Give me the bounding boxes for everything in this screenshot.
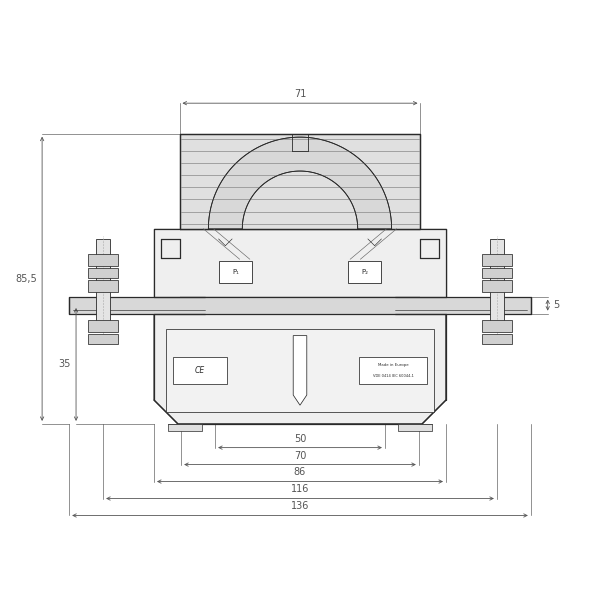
- Text: 85,5: 85,5: [15, 274, 37, 284]
- Bar: [88, 334, 118, 344]
- Text: 50: 50: [294, 434, 306, 443]
- Bar: [69, 296, 531, 314]
- Polygon shape: [154, 229, 446, 296]
- Text: P₁: P₁: [232, 269, 239, 275]
- Bar: [88, 268, 118, 278]
- Polygon shape: [421, 229, 446, 296]
- Bar: [482, 320, 512, 332]
- Text: 5: 5: [553, 300, 559, 310]
- Text: P₂: P₂: [361, 269, 368, 275]
- Text: Made in Europe: Made in Europe: [378, 364, 409, 367]
- Text: 70: 70: [294, 451, 306, 461]
- Bar: [88, 320, 118, 332]
- Bar: [179, 134, 421, 229]
- Text: VDE 0414 IEC 60044-1: VDE 0414 IEC 60044-1: [373, 374, 414, 377]
- Polygon shape: [293, 335, 307, 405]
- Bar: [490, 239, 503, 331]
- Bar: [88, 280, 118, 292]
- Bar: [398, 424, 433, 431]
- Bar: [482, 268, 512, 278]
- Bar: [166, 329, 434, 412]
- Bar: [88, 254, 118, 266]
- Text: 35: 35: [59, 359, 71, 370]
- Polygon shape: [154, 229, 179, 296]
- Bar: [482, 334, 512, 344]
- Polygon shape: [154, 314, 446, 424]
- Bar: [97, 239, 110, 331]
- Bar: [359, 357, 427, 384]
- Text: 86: 86: [294, 467, 306, 478]
- Bar: [167, 424, 202, 431]
- Text: 116: 116: [291, 484, 309, 494]
- Text: 71: 71: [294, 89, 306, 99]
- Bar: [482, 254, 512, 266]
- Bar: [173, 357, 227, 384]
- Polygon shape: [208, 137, 392, 229]
- Text: CE: CE: [195, 366, 205, 375]
- Text: 136: 136: [291, 502, 309, 511]
- Bar: [218, 261, 253, 283]
- Bar: [482, 280, 512, 292]
- Bar: [347, 261, 382, 283]
